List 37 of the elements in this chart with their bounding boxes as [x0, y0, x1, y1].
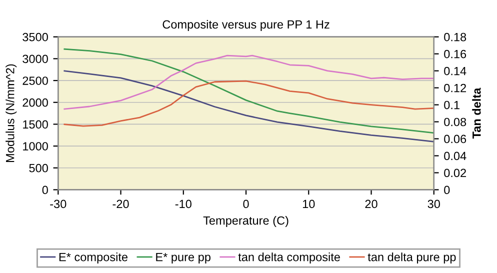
line-series — [64, 80, 434, 127]
line-series — [64, 70, 434, 142]
legend-label: E* pure pp — [156, 252, 210, 264]
x-tick-label: 20 — [365, 200, 378, 208]
y-tick-label: 2000 — [22, 98, 48, 107]
x-tick-label: 30 — [428, 200, 440, 208]
y2-tick-label: 0.14 — [444, 66, 466, 76]
y2-tick-label: 0.04 — [444, 152, 466, 160]
y-tick-label: 3500 — [22, 32, 48, 42]
line-series — [64, 48, 434, 134]
y2-tick-label: 0.18 — [444, 32, 466, 42]
y2-tick-label: 0.16 — [444, 50, 466, 58]
y-tick-label: 3000 — [22, 54, 48, 64]
legend-label: tan delta pure pp — [368, 252, 456, 264]
y-tick-label: 1500 — [23, 120, 48, 129]
y2-tick-label: 0.1 — [444, 100, 460, 110]
y2-tick-label: 0.06 — [444, 134, 466, 144]
y-tick-label: 2500 — [22, 76, 48, 85]
y-tick-label: 1000 — [23, 142, 48, 150]
x-tick-label: -20 — [112, 200, 129, 208]
y-axis-title: Modulus (N/mm^2) — [6, 64, 17, 162]
y2-tick-label: 0.08 — [444, 118, 466, 126]
y2-tick-label: 0.02 — [444, 168, 466, 178]
y2-tick-label: 0 — [444, 186, 450, 194]
chart-title: Composite versus pure PP 1 Hz — [162, 20, 330, 31]
x-axis-title: Temperature (C) — [203, 216, 288, 228]
y2-tick-label: 0.12 — [444, 84, 466, 92]
legend-label: tan delta composite — [238, 252, 340, 264]
line-series — [64, 54, 434, 110]
y-tick-label: 0 — [42, 186, 48, 194]
x-tick-label: 10 — [302, 200, 315, 208]
y-tick-label: 500 — [29, 164, 48, 172]
y2-axis-title: Tan delta — [472, 88, 481, 139]
legend-label: E* composite — [59, 252, 128, 264]
x-tick-label: -10 — [175, 200, 192, 208]
x-tick-label: 0 — [243, 200, 249, 208]
x-tick-label: -30 — [50, 200, 66, 208]
